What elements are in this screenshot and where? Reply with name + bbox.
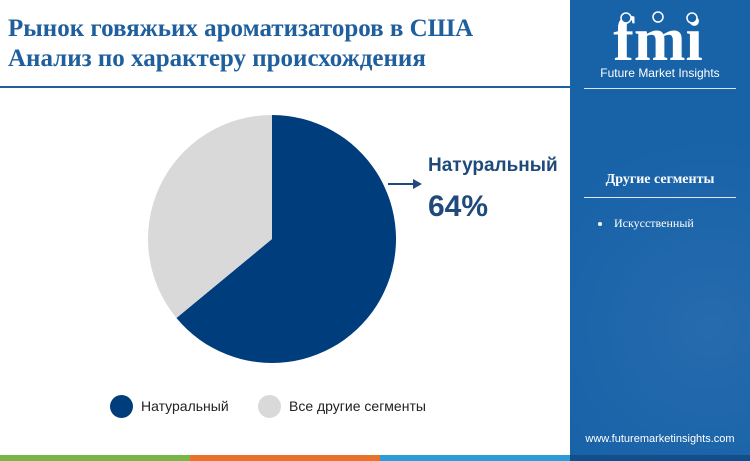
logo-globe-3 [686, 12, 698, 24]
logo-globe-2 [652, 11, 664, 23]
logo-globe-1 [620, 12, 632, 24]
pie-slice-natural [176, 115, 396, 363]
sidebar-panel [570, 0, 750, 455]
website-url[interactable]: www.futuremarketinsights.com [585, 433, 735, 445]
other-segment-label: Искусственный [614, 216, 694, 230]
bottom-stripe-darkblue [570, 455, 750, 461]
legend-swatch-natural [110, 394, 133, 418]
legend-item-other: Все другие сегменты [258, 394, 426, 418]
sidebar-divider-mid [584, 197, 736, 198]
other-segments-heading: Другие сегменты [605, 172, 715, 187]
title-line-2: Анализ по характеру происхождения [8, 45, 426, 72]
callout-arrow [388, 179, 422, 189]
legend-item-natural: Натуральный [110, 394, 229, 418]
sidebar-divider-top [584, 88, 736, 89]
page-title: Рынок говяжьих ароматизаторов в США Анал… [8, 14, 568, 74]
callout-label: Натуральный [428, 155, 558, 176]
pie-slice-other [147, 114, 272, 319]
bottom-stripe-green [0, 455, 190, 461]
brand-name: Future Market Insights [600, 66, 720, 80]
bottom-stripe-lightblue [380, 455, 570, 461]
callout-value: 64% [428, 190, 489, 223]
legend-label-natural: Натуральный [141, 398, 229, 414]
fmi-logo: fmi [613, 8, 703, 68]
legend-swatch-other [258, 394, 281, 418]
pie-slices [147, 114, 396, 363]
pie-chart [147, 114, 422, 363]
bullet-icon [598, 222, 602, 227]
legend-label-other: Все другие сегменты [289, 398, 426, 414]
title-line-1: Рынок говяжьих ароматизаторов в США [8, 15, 474, 42]
bottom-stripe-orange [190, 455, 380, 461]
title-divider [0, 86, 570, 88]
other-segment-item: Искусственный [598, 216, 694, 231]
